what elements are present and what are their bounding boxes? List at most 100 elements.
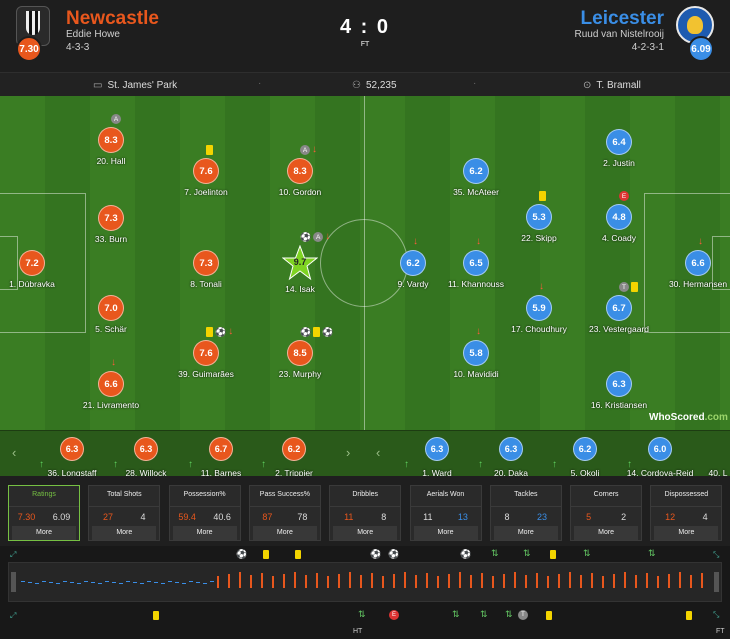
stat-dispossessed[interactable]: Dispossessed 12 4 More: [650, 485, 723, 541]
captain-badge-icon: E: [619, 191, 629, 201]
sub-player[interactable]: 40. L: [673, 437, 730, 478]
timeline-scroll-left[interactable]: [11, 572, 16, 592]
player-11-khannouss[interactable]: ↓ 6.5 11. Khannouss: [421, 237, 531, 290]
bench-next-arrow-icon[interactable]: ›: [346, 445, 351, 460]
substitution-icon[interactable]: ⇅: [452, 609, 460, 619]
sub-player[interactable]: 6.0 ↑ 14. Cordova-Reid: [615, 437, 705, 478]
stat-ratings[interactable]: Ratings 7.30 6.09 More: [8, 485, 80, 541]
player-7-joelinton[interactable]: 7.6 7. Joelinton: [151, 145, 261, 197]
more-button[interactable]: More: [654, 526, 719, 540]
expand-icon-away[interactable]: ⤢: [10, 611, 17, 620]
collapse-icon-away[interactable]: ⤡: [713, 610, 720, 619]
yellow-card-icon[interactable]: [153, 611, 159, 620]
substituted-off-icon: ↓: [698, 236, 703, 247]
sub-player[interactable]: 6.7 ↑ 11. Barnes: [176, 437, 266, 478]
away-six-yard-box: [712, 236, 730, 290]
player-20-hall[interactable]: A 8.3 20. Hall: [56, 114, 166, 166]
sub-player[interactable]: 6.3 ↑ 28. Willock: [101, 437, 191, 478]
substitution-icon[interactable]: ⇅: [505, 609, 513, 619]
more-button[interactable]: More: [12, 526, 76, 540]
sub-player[interactable]: 6.2 ↑ 5. Okoli: [540, 437, 630, 478]
stat-possession-[interactable]: Possession% 59.4 40.6 More: [168, 485, 241, 541]
momentum-tick: [393, 574, 395, 588]
bench-prev-arrow-icon-away[interactable]: ‹: [376, 445, 381, 460]
player-1-d-bravka[interactable]: 7.2 1. Dúbravka: [0, 250, 87, 289]
captain-change-icon[interactable]: T: [518, 610, 528, 620]
substitution-icon[interactable]: ⇅: [648, 548, 656, 558]
momentum-tick: [349, 572, 351, 588]
player-name: 14. Cordova-Reid: [626, 468, 694, 478]
sub-player[interactable]: 6.3 ↑ 36. Longstaff: [27, 437, 117, 478]
player-30-hermansen[interactable]: ↓ 6.6 30. Hermansen: [643, 237, 730, 290]
player-rating: 6.0: [648, 437, 672, 461]
goal-icon[interactable]: ⚽: [370, 549, 382, 559]
player-17-choudhury[interactable]: ↓ 5.9 17. Choudhury: [484, 282, 594, 335]
player-5-sch-r[interactable]: 7.0 5. Schär: [56, 295, 166, 334]
yellow-card-icon[interactable]: [295, 550, 301, 559]
player-16-kristiansen[interactable]: 6.3 16. Kristiansen: [564, 371, 674, 410]
more-button[interactable]: More: [493, 526, 558, 540]
sub-player[interactable]: 6.3 ↑ 20. Daka: [466, 437, 556, 478]
player-2-justin[interactable]: 6.4 2. Justin: [564, 129, 674, 168]
player-10-gordon[interactable]: A ↓ 8.3 10. Gordon: [245, 145, 355, 198]
more-button[interactable]: More: [172, 526, 237, 540]
player-name: 10. Gordon: [278, 187, 322, 197]
player-23-vestergaard[interactable]: T 6.7 23. Vestergaard: [564, 282, 674, 334]
full-time-label: FT: [716, 628, 725, 635]
player-21-livramento[interactable]: ↓ 6.6 21. Livramento: [56, 358, 166, 411]
goal-icon[interactable]: ⚽: [460, 549, 472, 559]
stat-total-shots[interactable]: Total Shots 27 4 More: [88, 485, 161, 541]
venue: ▭ St. James' Park: [93, 80, 178, 91]
player-rating: 8.3: [287, 158, 313, 184]
player-name: 11. Barnes: [200, 468, 242, 478]
collapse-icon[interactable]: ⤡: [713, 550, 720, 559]
stat-aerials-won[interactable]: Aerials Won 11 13 More: [409, 485, 482, 541]
momentum-tick-away: [35, 583, 39, 584]
player-39-guimar-es[interactable]: ⚽ ↓ 7.6 39. Guimarães: [151, 327, 261, 380]
player-4-coady[interactable]: E 4.8 4. Coady: [564, 191, 674, 243]
sub-player[interactable]: 6.3 ↑ 1. Ward: [392, 437, 482, 478]
yellow-card-icon[interactable]: [550, 550, 556, 559]
substitution-icon[interactable]: ⇅: [583, 548, 591, 558]
player-33-burn[interactable]: 7.3 33. Burn: [56, 205, 166, 244]
stat-corners[interactable]: Corners 5 2 More: [570, 485, 643, 541]
substitution-icon[interactable]: ⇅: [491, 548, 499, 558]
substitutes-bar: ‹ › ‹ 6.3 ↑ 36. Longstaff 6.3 ↑ 28. Willock 6.…: [0, 430, 730, 478]
substitution-icon[interactable]: ⇅: [523, 548, 531, 558]
stat-away-value: 4: [140, 512, 146, 522]
player-events: [206, 145, 213, 155]
player-14-isak[interactable]: ⚽ A ↓ 9.7 14. Isak: [245, 232, 355, 294]
yellow-card-icon[interactable]: [546, 611, 552, 620]
substitution-icon[interactable]: ⇅: [358, 609, 366, 619]
stat-dribbles[interactable]: Dribbles 11 8 More: [329, 485, 402, 541]
away-team-name[interactable]: Leicester: [580, 8, 664, 29]
substituted-on-icon: ↑: [627, 459, 632, 470]
player-8-tonali[interactable]: 7.3 8. Tonali: [151, 250, 261, 289]
player-22-skipp[interactable]: 5.3 22. Skipp: [484, 191, 594, 243]
player-9-vardy[interactable]: ↓ 6.2 9. Vardy: [358, 237, 468, 290]
timeline-scroll-right[interactable]: [714, 572, 719, 592]
captain-badge-icon: A: [313, 232, 324, 242]
sub-player[interactable]: 6.2 ↑ 2. Trippier: [249, 437, 339, 478]
substitution-icon[interactable]: ⇅: [480, 609, 488, 619]
yellow-card-icon[interactable]: [686, 611, 692, 620]
expand-icon[interactable]: ⤢: [10, 550, 17, 559]
stat-pass-success-[interactable]: Pass Success% 87 78 More: [248, 485, 321, 541]
yellow-card-icon[interactable]: [263, 550, 269, 559]
player-35-mcateer[interactable]: 6.2 35. McAteer: [421, 158, 531, 197]
goal-icon[interactable]: ⚽: [388, 549, 400, 559]
more-button[interactable]: More: [252, 526, 317, 540]
stat-tackles[interactable]: Tackles 8 23 More: [489, 485, 562, 541]
more-button[interactable]: More: [333, 526, 398, 540]
home-team-name[interactable]: Newcastle: [66, 8, 159, 29]
player-10-mavididi[interactable]: ↓ 5.8 10. Mavididi: [421, 327, 531, 380]
player-23-murphy[interactable]: ⚽ ⚽ 8.5 23. Murphy: [245, 327, 355, 379]
stat-away-value: 13: [457, 512, 468, 522]
more-button[interactable]: More: [413, 526, 478, 540]
bench-prev-arrow-icon[interactable]: ‹: [12, 445, 17, 460]
goal-icon[interactable]: ⚽: [236, 549, 248, 559]
more-button[interactable]: More: [574, 526, 639, 540]
player-name: 36. Longstaff: [47, 468, 97, 478]
captain-change-icon[interactable]: E: [389, 610, 399, 620]
more-button[interactable]: More: [92, 526, 157, 540]
